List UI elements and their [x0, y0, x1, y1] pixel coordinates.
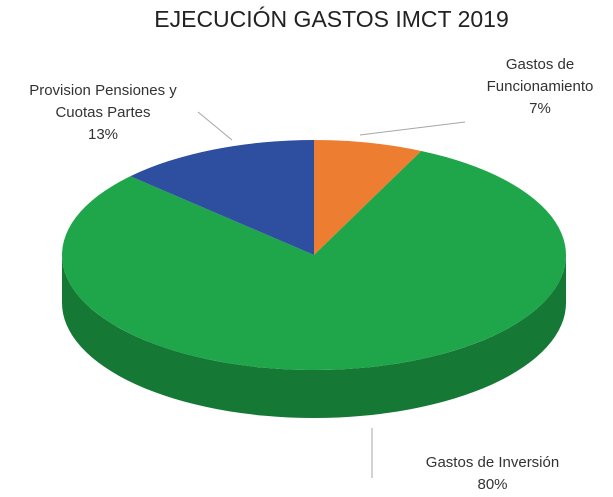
- data-label: Gastos de Funcionamiento 7%: [470, 54, 610, 120]
- data-label: Provision Pensiones y Cuotas Partes 13%: [8, 80, 198, 146]
- pie-slice: [314, 140, 422, 255]
- pie-slice: [130, 140, 314, 255]
- leader-line: [359, 121, 466, 136]
- value-label: 80%: [477, 476, 508, 493]
- value-label: 7%: [529, 100, 551, 117]
- pie-slice: [62, 150, 567, 370]
- chart-title: EJECUCIÓN GASTOS IMCT 2019: [154, 6, 509, 32]
- category-label: Gastos de Funcionamiento: [486, 56, 594, 95]
- category-label: Provision Pensiones y Cuotas Partes: [29, 82, 177, 121]
- leader-line: [197, 111, 233, 141]
- pie-side: [62, 255, 566, 418]
- data-label: Gastos de Inversión 80%: [385, 452, 600, 496]
- value-label: 13%: [87, 126, 119, 143]
- category-label: Gastos de Inversión: [425, 454, 560, 471]
